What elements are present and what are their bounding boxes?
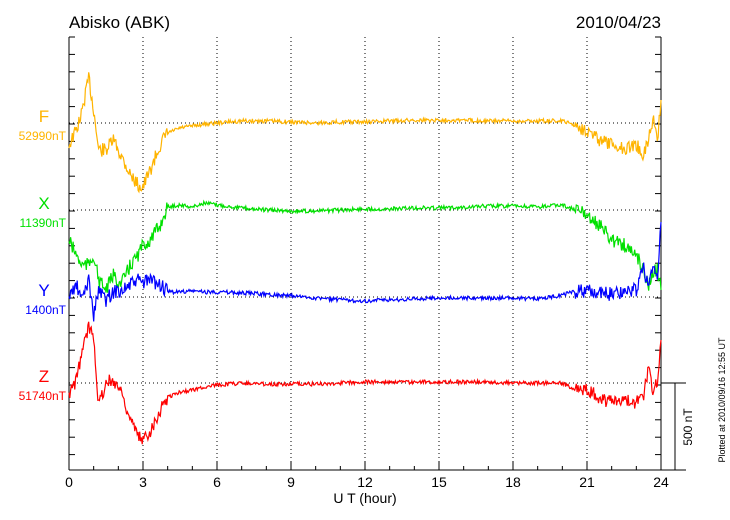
x-tick-label: 15 [431, 474, 447, 490]
series-lines [68, 72, 662, 445]
series-name-f: F [39, 107, 49, 126]
x-tick-label: 3 [139, 474, 147, 490]
series-line-x [68, 199, 662, 293]
series-line-f [68, 72, 662, 194]
x-tick-label: 0 [65, 474, 73, 490]
series-name-z: Z [39, 367, 49, 386]
series-name-x: X [38, 194, 49, 213]
x-axis-label: U T (hour) [333, 490, 396, 506]
series-baseline-f: 52990nT [19, 129, 67, 143]
x-tick-label: 6 [213, 474, 221, 490]
series-labels: F 52990nT X 11390nT Y 1400nT Z 51740nT [19, 107, 67, 403]
axes: 0 3 6 9 12 15 18 21 24 [65, 36, 686, 490]
x-tick-label: 12 [357, 474, 373, 490]
x-tick-label: 24 [653, 474, 669, 490]
grid [69, 37, 661, 470]
x-tick-label: 9 [287, 474, 295, 490]
plotted-timestamp: Plotted at 2010/09/16 12:55 UT [717, 337, 727, 463]
series-line-y [68, 221, 662, 322]
series-baseline-y: 1400nT [25, 303, 66, 317]
series-baseline-x: 11390nT [20, 216, 67, 230]
x-tick-label: 18 [505, 474, 521, 490]
series-name-y: Y [38, 281, 49, 300]
scale-bar-label: 500 nT [681, 408, 695, 446]
series-line-z [68, 321, 662, 445]
chart-date: 2010/04/23 [576, 13, 661, 32]
series-baseline-z: 51740nT [19, 389, 67, 403]
x-tick-label: 21 [579, 474, 595, 490]
chart-title: Abisko (ABK) [69, 13, 170, 32]
